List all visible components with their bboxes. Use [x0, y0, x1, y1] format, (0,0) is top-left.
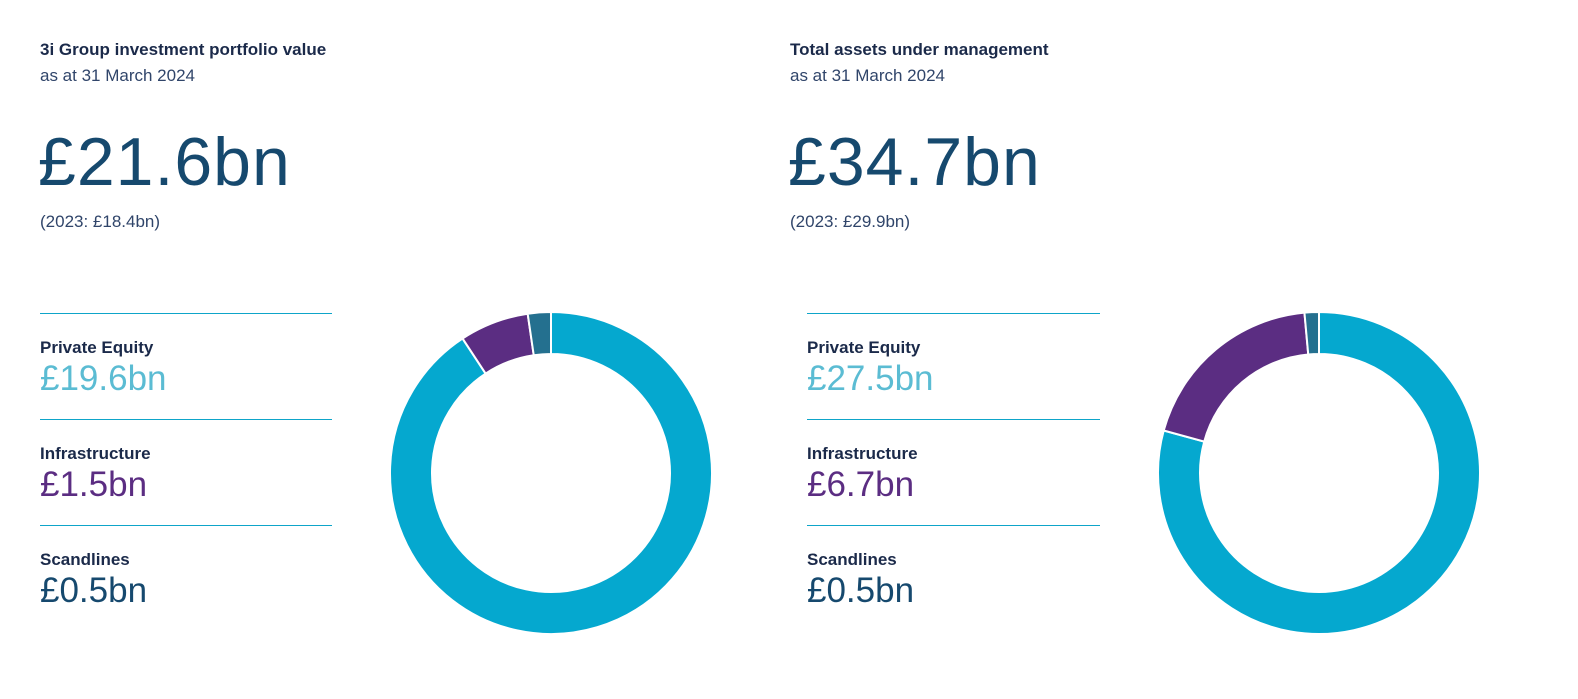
- legend-item-infrastructure: Infrastructure £6.7bn: [807, 419, 1100, 525]
- legend-item-infrastructure: Infrastructure £1.5bn: [40, 419, 332, 525]
- headline-value: £34.7bn: [788, 124, 1041, 200]
- donut-slice-scandlines: [1303, 310, 1320, 356]
- legend-value: £0.5bn: [40, 571, 148, 610]
- donut-slice-private-equity: [389, 310, 713, 635]
- panel-subtitle: as at 31 March 2024: [40, 66, 195, 85]
- prior-year-value: (2023: £18.4bn): [40, 212, 161, 231]
- panel-title: Total assets under management: [790, 40, 1049, 59]
- donut-slice-private-equity: [1157, 310, 1481, 635]
- legend-label: Infrastructure: [807, 444, 918, 463]
- legend-value: £6.7bn: [807, 465, 915, 504]
- donut-chart: [1157, 310, 1481, 635]
- legend-value: £27.5bn: [807, 359, 934, 398]
- legend-label: Scandlines: [807, 550, 897, 569]
- portfolio-value-panel: 3i Group investment portfolio value as a…: [38, 40, 713, 635]
- donut-chart: [389, 310, 713, 635]
- panel-subtitle: as at 31 March 2024: [790, 66, 945, 85]
- donut-slice-scandlines: [526, 310, 552, 357]
- panel-title: 3i Group investment portfolio value: [40, 40, 327, 59]
- chart-legend: Private Equity £19.6bn Infrastructure £1…: [40, 313, 332, 631]
- legend-item-private-equity: Private Equity £27.5bn: [807, 313, 1100, 419]
- headline-value: £21.6bn: [38, 124, 291, 200]
- legend-value: £19.6bn: [40, 359, 167, 398]
- legend-item-scandlines: Scandlines £0.5bn: [807, 525, 1100, 631]
- legend-label: Private Equity: [40, 338, 154, 357]
- donut-slice-infrastructure: [1162, 311, 1310, 443]
- legend-value: £1.5bn: [40, 465, 148, 504]
- legend-label: Infrastructure: [40, 444, 151, 463]
- legend-item-private-equity: Private Equity £19.6bn: [40, 313, 332, 419]
- legend-value: £0.5bn: [807, 571, 915, 610]
- legend-item-scandlines: Scandlines £0.5bn: [40, 525, 332, 631]
- prior-year-value: (2023: £29.9bn): [790, 212, 911, 231]
- assets-under-management-panel: Total assets under management as at 31 M…: [788, 0, 1578, 699]
- legend-label: Private Equity: [807, 338, 921, 357]
- legend-label: Scandlines: [40, 550, 130, 569]
- chart-legend: Private Equity £27.5bn Infrastructure £6…: [807, 313, 1100, 631]
